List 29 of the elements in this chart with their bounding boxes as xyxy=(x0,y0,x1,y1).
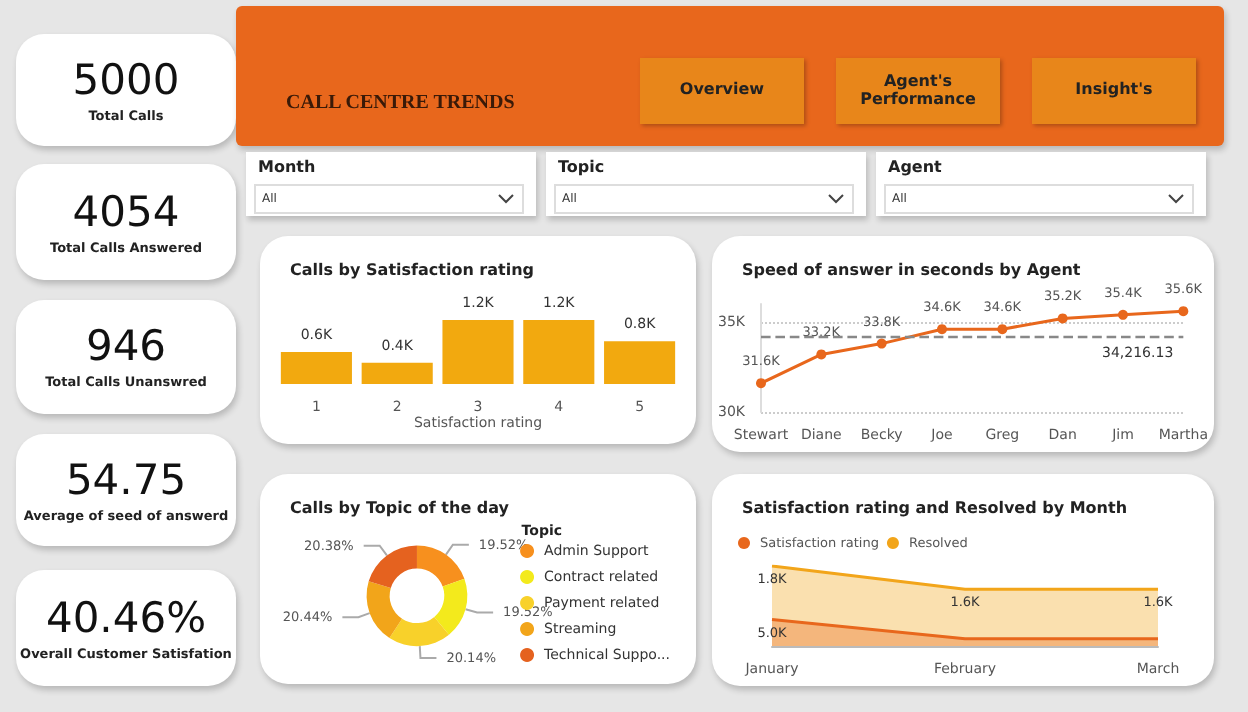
text: 54.75 xyxy=(63,456,189,505)
point xyxy=(997,324,1008,335)
text: Calls by Topic of the day xyxy=(290,499,511,517)
bar xyxy=(361,362,433,384)
text: 40.46% xyxy=(43,593,209,642)
text: Agent's Performance xyxy=(836,58,1000,124)
text: 946 xyxy=(83,322,169,371)
text: 4054 xyxy=(70,187,182,236)
point xyxy=(756,378,766,389)
text: Topic xyxy=(558,158,605,176)
text: Month xyxy=(258,158,316,176)
point xyxy=(1118,309,1128,320)
point xyxy=(1178,306,1189,317)
text: 5000 xyxy=(70,56,182,105)
bar xyxy=(280,352,352,384)
point xyxy=(816,349,827,360)
chart-title: Speed of answer in seconds by Agent xyxy=(742,261,1081,279)
bar xyxy=(604,341,676,384)
chart-title: Calls by Satisfaction rating xyxy=(290,261,535,279)
text: Agent xyxy=(888,158,942,176)
bar xyxy=(523,320,595,384)
text: CALL CENTRE TRENDS xyxy=(286,92,515,114)
point xyxy=(876,338,887,349)
point xyxy=(937,324,947,335)
point xyxy=(1057,313,1068,324)
chart-title: Satisfaction rating and Resolved by Month xyxy=(742,499,1128,517)
text: Insight's xyxy=(1032,58,1196,124)
bar xyxy=(442,320,514,384)
text: Overview xyxy=(640,58,804,124)
